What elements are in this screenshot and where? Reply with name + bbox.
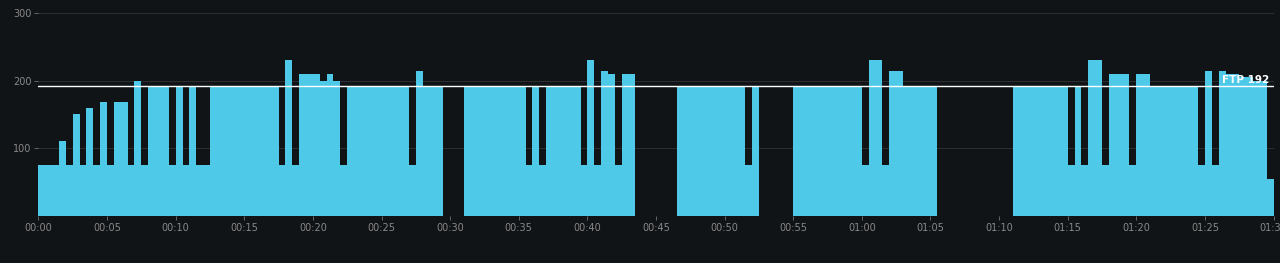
Bar (890, 70, 902, 216)
Bar (408, 165, 416, 216)
Bar (608, 74, 614, 216)
Bar (882, 165, 890, 216)
Bar (416, 70, 422, 216)
Bar (87, 108, 93, 216)
Bar (1012, 86, 1068, 216)
Bar (602, 70, 608, 216)
Bar (1212, 165, 1219, 216)
Bar (1137, 74, 1149, 216)
Bar (292, 165, 300, 216)
Bar (73, 114, 79, 216)
Bar (902, 86, 937, 216)
Bar (59, 141, 65, 216)
Bar (141, 165, 148, 216)
Bar (285, 60, 292, 216)
Bar (1129, 165, 1137, 216)
Bar (753, 86, 759, 216)
Bar (38, 165, 59, 216)
Bar (1253, 81, 1267, 216)
Bar (340, 165, 347, 216)
Bar (93, 165, 100, 216)
Bar (148, 86, 169, 216)
Bar (134, 81, 141, 216)
Bar (79, 165, 87, 216)
Bar (1239, 77, 1253, 216)
Bar (869, 60, 882, 216)
Bar (1204, 70, 1212, 216)
Bar (1267, 179, 1274, 216)
Bar (1075, 86, 1082, 216)
Bar (581, 165, 588, 216)
Bar (128, 165, 134, 216)
Bar (114, 102, 128, 216)
Bar (622, 74, 635, 216)
Bar (1225, 74, 1239, 216)
Bar (1198, 165, 1204, 216)
Bar (861, 165, 869, 216)
Bar (196, 165, 210, 216)
Bar (210, 86, 279, 216)
Bar (65, 165, 73, 216)
Bar (175, 86, 183, 216)
Bar (594, 165, 602, 216)
Bar (189, 86, 196, 216)
Bar (1219, 70, 1225, 216)
Bar (306, 74, 320, 216)
Bar (100, 102, 108, 216)
Bar (526, 165, 532, 216)
Bar (1108, 74, 1116, 216)
Bar (614, 165, 622, 216)
Bar (794, 86, 861, 216)
Bar (1068, 165, 1075, 216)
Bar (1149, 86, 1198, 216)
Bar (588, 60, 594, 216)
Bar (1102, 165, 1108, 216)
Bar (532, 86, 539, 216)
Bar (300, 74, 306, 216)
Bar (347, 86, 408, 216)
Bar (108, 165, 114, 216)
Bar (547, 86, 581, 216)
Text: FTP 192: FTP 192 (1222, 75, 1270, 85)
Bar (183, 165, 189, 216)
Bar (677, 86, 745, 216)
Bar (539, 165, 547, 216)
Bar (320, 81, 326, 216)
Bar (463, 86, 526, 216)
Bar (169, 165, 175, 216)
Bar (1088, 60, 1102, 216)
Bar (279, 165, 285, 216)
Bar (422, 86, 443, 216)
Bar (745, 165, 753, 216)
Bar (334, 81, 340, 216)
Bar (1082, 165, 1088, 216)
Bar (326, 74, 334, 216)
Bar (1116, 74, 1129, 216)
